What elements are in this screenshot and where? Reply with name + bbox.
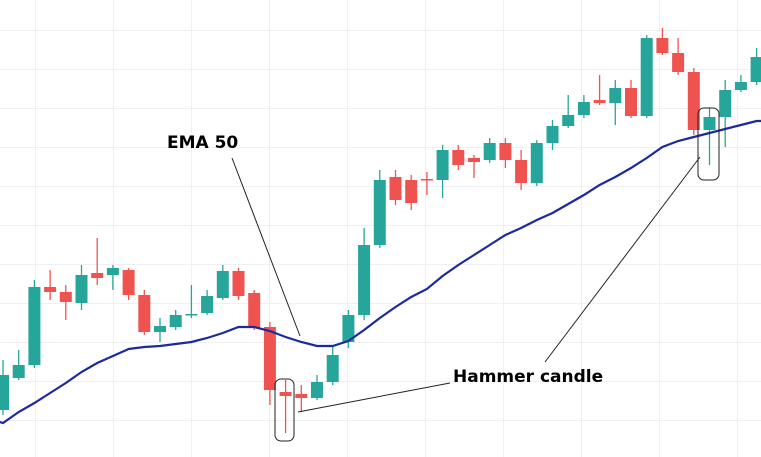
ema-label: EMA 50 xyxy=(167,133,238,153)
candle-body xyxy=(122,270,135,295)
candle-body xyxy=(719,90,732,117)
candle-body xyxy=(483,143,496,160)
candle-body xyxy=(75,275,88,303)
candle-body xyxy=(577,102,590,115)
candle-body xyxy=(185,314,198,316)
candle-body xyxy=(91,273,104,278)
candle-body xyxy=(389,177,402,200)
candle-body xyxy=(59,292,72,302)
candle-body xyxy=(530,143,543,183)
candle-body xyxy=(625,88,637,116)
candle-body xyxy=(640,38,653,116)
candle-body xyxy=(750,57,761,82)
candle-body xyxy=(358,245,371,315)
candle-body xyxy=(515,160,528,183)
candle-body xyxy=(546,126,559,143)
candle-body xyxy=(248,293,261,328)
candle-body xyxy=(154,326,166,332)
annotation-leader xyxy=(297,382,451,413)
highlight-box xyxy=(274,378,295,442)
candle-body xyxy=(342,315,355,342)
candle-body xyxy=(499,143,512,160)
candle-body xyxy=(44,287,57,292)
candle-body xyxy=(326,355,339,382)
candle-body xyxy=(656,38,669,53)
candle-body xyxy=(373,180,386,245)
candle-body xyxy=(703,117,716,130)
candle-body xyxy=(138,295,151,332)
candle-body xyxy=(216,271,229,298)
plot xyxy=(0,28,761,433)
highlight-box xyxy=(697,107,720,181)
candle-body xyxy=(0,375,9,410)
candle-body xyxy=(436,150,449,180)
candle-body xyxy=(405,180,418,203)
candle-body xyxy=(28,287,41,365)
candle-body xyxy=(279,392,292,396)
candle-body xyxy=(201,296,214,313)
candle-body xyxy=(263,327,276,390)
candle-body xyxy=(672,53,685,72)
annotation-leader xyxy=(231,157,301,337)
candle-body xyxy=(420,179,433,181)
candle-body xyxy=(106,268,119,275)
candle-body xyxy=(734,82,747,90)
annotation-leader xyxy=(544,156,701,363)
candle-body xyxy=(468,158,480,162)
candle-body xyxy=(452,150,465,165)
ema-line xyxy=(0,119,761,425)
candle-body xyxy=(593,100,606,103)
candle-body xyxy=(232,271,245,296)
candle-body xyxy=(169,315,182,327)
candle-body xyxy=(12,365,25,378)
candle-body xyxy=(311,382,323,398)
candle-body xyxy=(687,72,700,130)
candle-body xyxy=(562,115,575,126)
candle-body xyxy=(609,88,622,103)
candle-body xyxy=(295,394,308,398)
annotation-label: Hammer candle xyxy=(453,367,603,387)
